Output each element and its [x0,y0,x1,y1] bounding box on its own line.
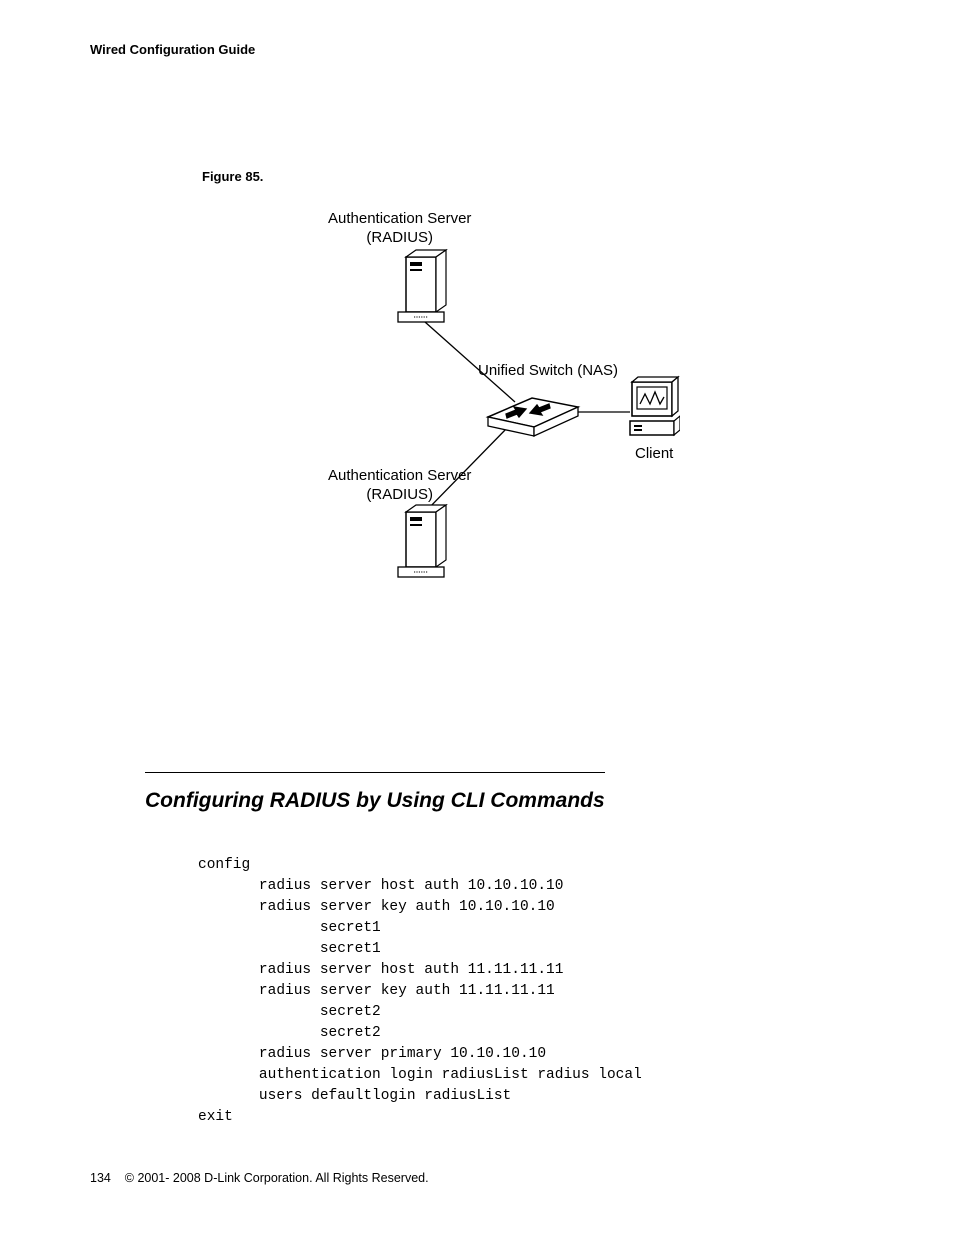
figure-85-diagram: Authentication Server (RADIUS) Unified S… [220,202,680,622]
figure-label: Figure 85. [202,169,864,184]
cli-block: config radius server host auth 10.10.10.… [198,855,864,1128]
label-unified-switch: Unified Switch (NAS) [478,362,618,381]
client-pc-icon [630,377,680,435]
page-number: 134 [90,1171,111,1185]
label-auth-server-top: Authentication Server (RADIUS) [328,210,471,248]
section-rule [145,772,605,773]
label-client: Client [635,445,673,464]
copyright-text: © 2001- 2008 D-Link Corporation. All Rig… [125,1171,429,1185]
switch-icon [488,398,578,436]
running-header: Wired Configuration Guide [90,42,864,57]
page: Wired Configuration Guide Figure 85. [0,0,954,1235]
diagram-svg [220,202,680,622]
label-auth-server-bottom: Authentication Server (RADIUS) [328,467,471,505]
section-heading: Configuring RADIUS by Using CLI Commands [145,789,864,813]
server-tower-icon [398,505,446,577]
page-footer: 134 © 2001- 2008 D-Link Corporation. All… [90,1171,429,1185]
server-tower-icon [398,250,446,322]
